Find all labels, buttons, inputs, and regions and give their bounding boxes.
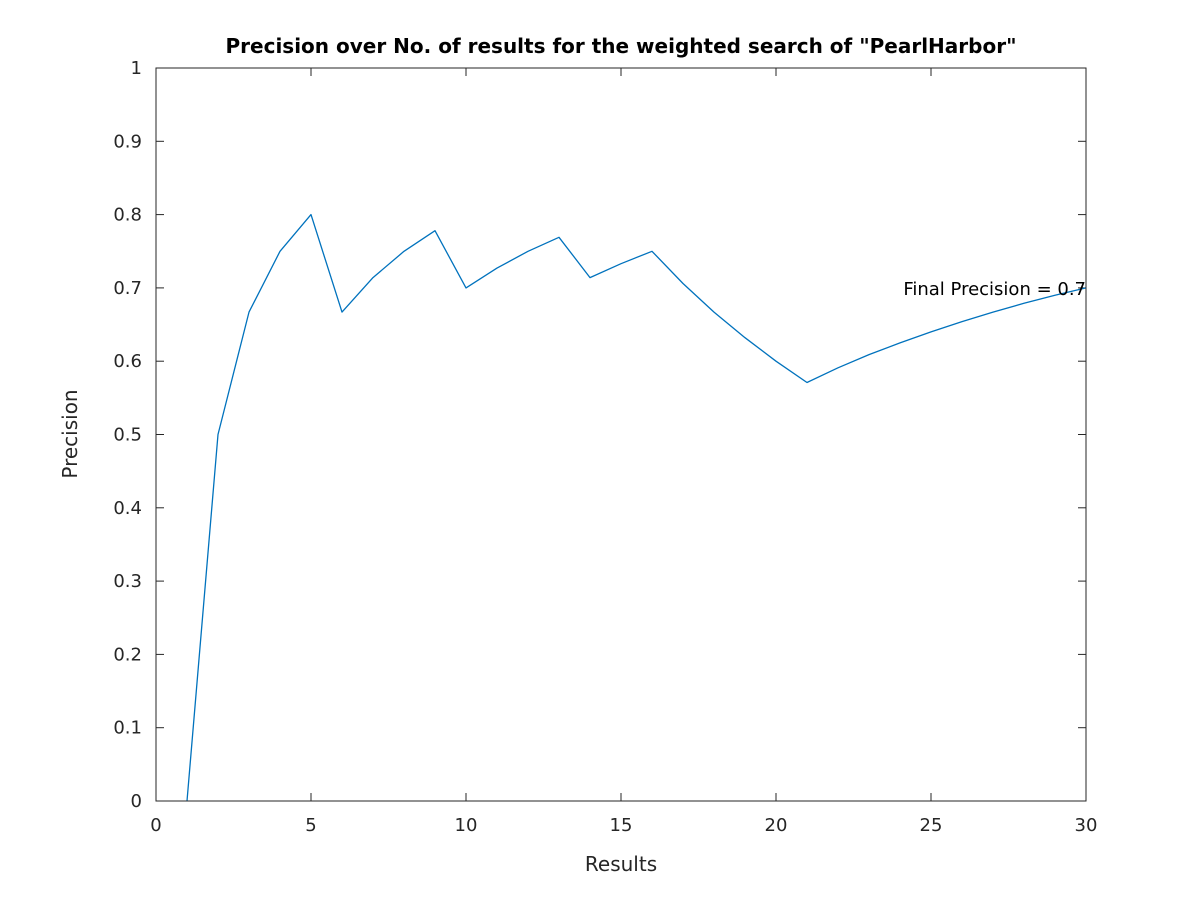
- x-tick-label: 20: [765, 815, 788, 836]
- x-tick-label: 15: [610, 815, 633, 836]
- x-tick-label: 10: [455, 815, 478, 836]
- y-tick-label: 0.3: [113, 571, 142, 592]
- axes-box: [155, 67, 1087, 802]
- y-tick-label: 0.4: [113, 498, 142, 519]
- x-tick-label: 25: [920, 815, 943, 836]
- x-tick-label: 30: [1075, 815, 1098, 836]
- y-tick-label: 0.1: [113, 718, 142, 739]
- x-tick-label: 5: [305, 815, 316, 836]
- x-axis-label: Results: [585, 852, 657, 876]
- series-layer: [186, 213, 1087, 802]
- y-tick-label: 1: [131, 58, 142, 79]
- y-tick-label: 0.6: [113, 351, 142, 372]
- x-tick-label: 0: [150, 815, 161, 836]
- chart-title: Precision over No. of results for the we…: [226, 34, 1017, 58]
- annotation-layer: Final Precision = 0.7: [903, 279, 1086, 300]
- axes-background: [156, 68, 1086, 801]
- tick-labels-layer: 0 5 10 15 20 25 30 0 0.1 0.2 0.3 0.4 0.5 0.6 0.7 0.8 0.9…: [113, 58, 1097, 836]
- precision-series-line: [186, 213, 1087, 802]
- y-tick-label: 0.7: [113, 278, 142, 299]
- final-precision-annotation: Final Precision = 0.7: [903, 279, 1086, 300]
- y-tick-label: 0.9: [113, 131, 142, 152]
- y-tick-label: 0.2: [113, 644, 142, 665]
- y-axis-label: Precision: [58, 389, 82, 478]
- y-tick-label: 0.5: [113, 425, 142, 446]
- y-tick-label: 0: [131, 791, 142, 812]
- y-tick-label: 0.8: [113, 205, 142, 226]
